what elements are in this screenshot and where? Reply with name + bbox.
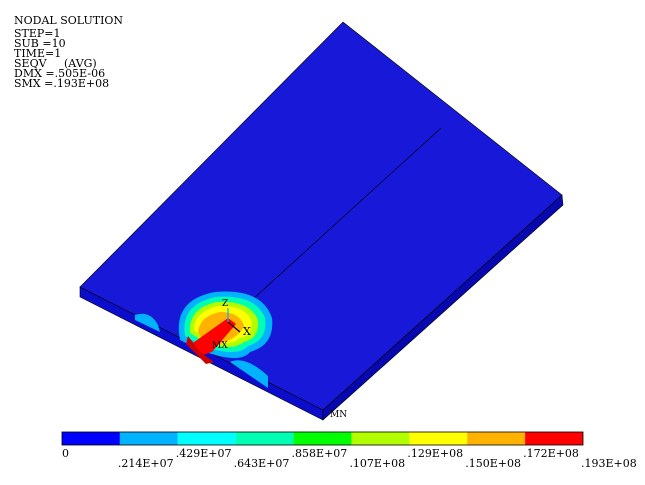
header-line: SUB =10: [14, 37, 66, 50]
axis-z-label: Z: [222, 299, 228, 309]
legend-swatch: [409, 432, 468, 445]
legend-frame: [61, 431, 584, 446]
legend-swatch: [177, 432, 236, 445]
contour-zone: [190, 318, 236, 356]
legend-label: .643E+07: [234, 457, 290, 470]
legend-label: .150E+08: [465, 457, 521, 470]
front-contour: [135, 313, 160, 332]
plate: X Z MX MN: [79, 21, 564, 421]
legend-label: .214E+07: [118, 457, 174, 470]
header-line: NODAL SOLUTION: [14, 14, 123, 27]
legend-label: 0: [62, 447, 69, 460]
legend-swatch: [119, 432, 178, 445]
legend-swatch: [525, 432, 583, 445]
legend-swatch: [351, 432, 410, 445]
header-line: SMX =.193E+08: [14, 77, 109, 90]
legend-label: .429E+07: [176, 447, 232, 460]
axis-x-line: [227, 321, 241, 333]
axis-x-label: X: [243, 325, 251, 338]
header-line: SEQV (AVG): [14, 57, 97, 70]
legend-label: .107E+08: [349, 457, 405, 470]
legend-label: .193E+08: [581, 457, 637, 470]
legend-label: .858E+07: [292, 447, 348, 460]
max-marker: MX: [212, 341, 228, 351]
legend-swatch: [467, 432, 526, 445]
header-line: STEP=1: [14, 27, 61, 40]
header-line: DMX =.505E-06: [14, 67, 105, 80]
legend-swatch: [62, 432, 120, 445]
legend-swatch: [235, 432, 294, 445]
weld-line: [251, 127, 442, 301]
legend: 0 .214E+07.429E+07.643E+07.858E+07.107E+0…: [61, 431, 637, 470]
legend-swatch: [293, 432, 352, 445]
header-line: TIME=1: [14, 47, 61, 60]
contour-zone: [186, 336, 214, 364]
min-marker: MN: [330, 410, 347, 420]
legend-label: .172E+08: [523, 447, 579, 460]
front-contour: [230, 360, 268, 388]
plate-top-face: [79, 21, 563, 411]
legend-label: .129E+08: [407, 447, 463, 460]
